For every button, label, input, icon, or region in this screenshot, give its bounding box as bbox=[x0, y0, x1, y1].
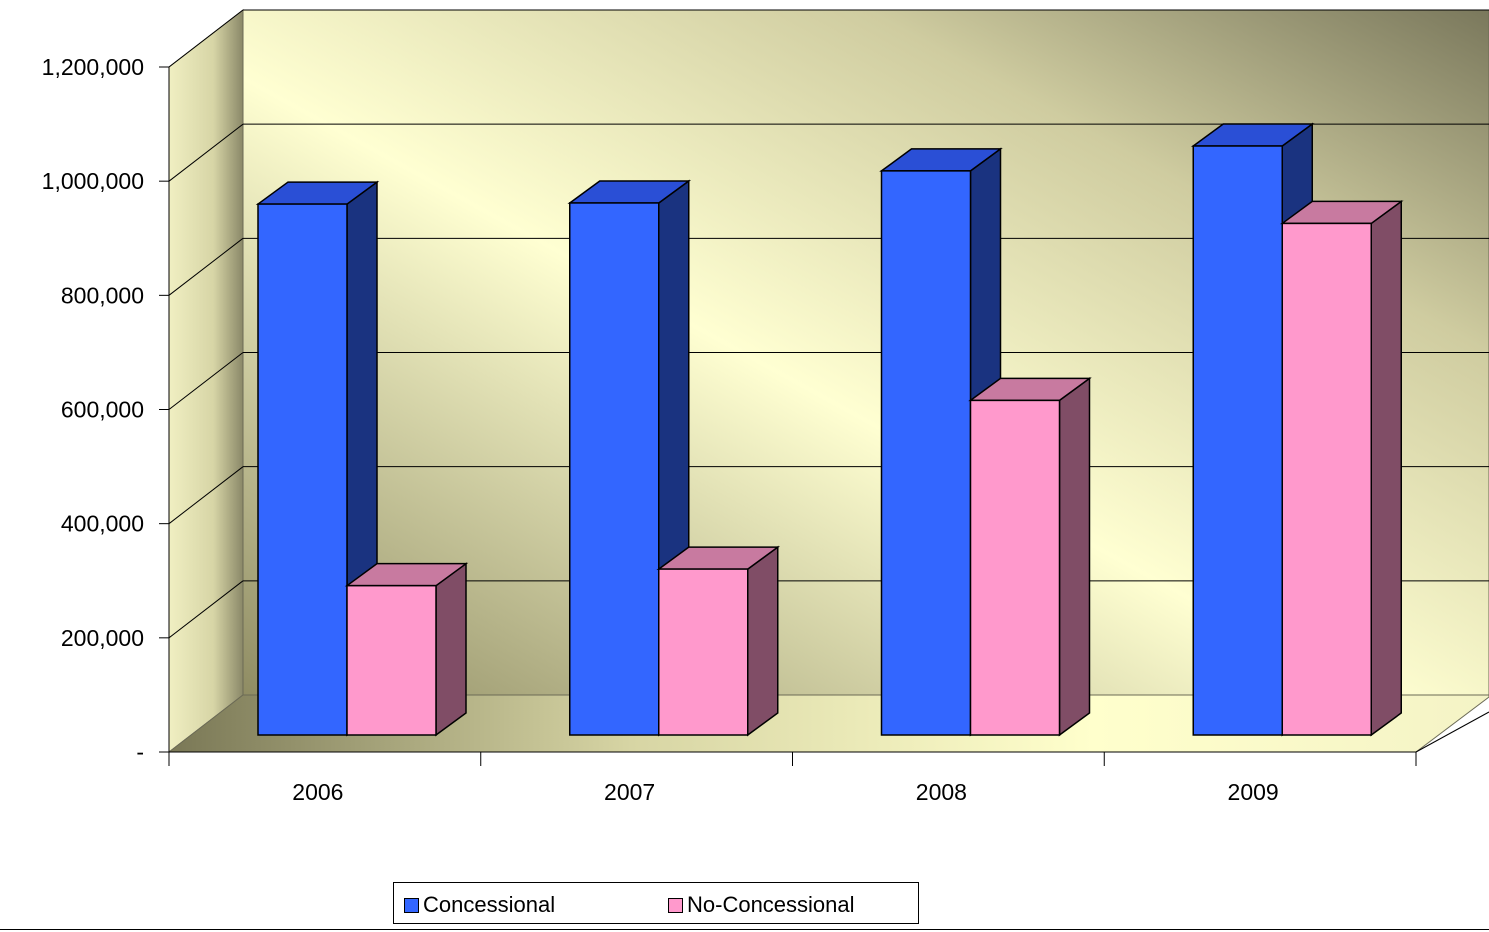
bar-side bbox=[747, 545, 779, 737]
x-tick-label: 2007 bbox=[604, 779, 655, 805]
bar-front bbox=[1281, 222, 1372, 736]
x-axis-labels: 2006 2007 2008 2009 bbox=[292, 779, 1278, 805]
bar-concessional-2007 bbox=[567, 179, 692, 737]
y-axis-labels: - 200,000 400,000 600,000 800,000 1,000,000 1,… bbox=[42, 54, 144, 765]
legend-swatch-concessional bbox=[404, 897, 419, 913]
x-tick-label: 2008 bbox=[916, 779, 967, 805]
y-tick-label: 400,000 bbox=[61, 511, 144, 537]
y-tick-label: 600,000 bbox=[61, 397, 144, 423]
legend-label-no-concessional: No-Concessional bbox=[687, 892, 855, 917]
legend-item-no-concessional: No-Concessional bbox=[668, 892, 855, 918]
y-tick-label: 200,000 bbox=[61, 625, 144, 651]
bar-front bbox=[1192, 145, 1283, 736]
x-tick-label: 2006 bbox=[292, 779, 343, 805]
axes bbox=[159, 66, 1489, 766]
bar-front bbox=[257, 203, 348, 736]
bar-front bbox=[569, 202, 660, 736]
x-tick-label: 2009 bbox=[1228, 779, 1279, 805]
legend-label-concessional: Concessional bbox=[423, 892, 556, 917]
bar-front bbox=[346, 584, 437, 736]
bottom-rule bbox=[0, 929, 1489, 930]
gridline-side bbox=[168, 352, 244, 410]
y-tick-label: - bbox=[136, 739, 144, 765]
floor-edge bbox=[1415, 711, 1489, 753]
bar-no-concessional-2006 bbox=[344, 562, 469, 737]
gridline-side bbox=[168, 123, 244, 182]
bar-no-concessional-2007 bbox=[656, 545, 781, 737]
gridline-side bbox=[168, 237, 244, 296]
bar-side bbox=[435, 562, 467, 737]
bar-front bbox=[969, 399, 1061, 736]
bar-front bbox=[658, 568, 749, 736]
gridline-side bbox=[168, 580, 244, 639]
bar-no-concessional-2008 bbox=[968, 376, 1092, 737]
gridline-side bbox=[168, 9, 244, 68]
bar-front bbox=[880, 170, 972, 736]
legend-item-concessional: Concessional bbox=[404, 892, 555, 918]
y-tick-label: 1,200,000 bbox=[42, 54, 144, 80]
bar-side bbox=[1058, 376, 1091, 737]
bars bbox=[255, 122, 1404, 737]
gridline-side bbox=[168, 466, 244, 525]
bar-concessional-2006 bbox=[255, 180, 380, 737]
bar-no-concessional-2009 bbox=[1279, 199, 1404, 737]
y-tick-label: 800,000 bbox=[61, 282, 144, 308]
legend-swatch-no-concessional bbox=[668, 897, 683, 913]
bar-side bbox=[1370, 199, 1402, 737]
y-tick-label: 1,000,000 bbox=[42, 168, 144, 194]
legend: Concessional No-Concessional bbox=[393, 882, 919, 924]
